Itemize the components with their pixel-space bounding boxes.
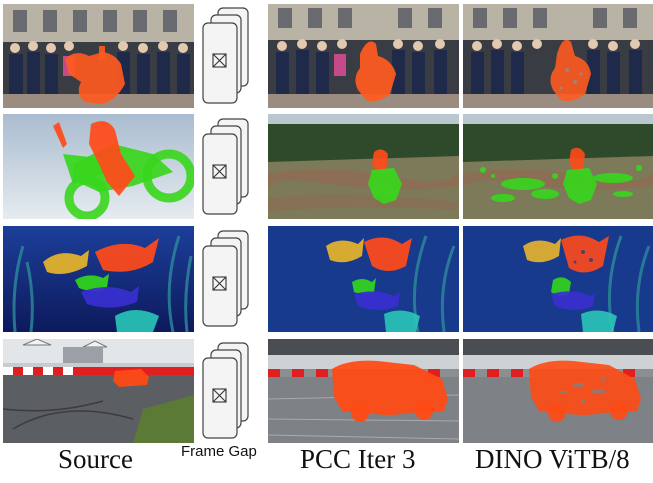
panel-row4-pcc bbox=[268, 339, 459, 443]
panel-row2-dino bbox=[463, 114, 653, 219]
column-label-frame-gap: Frame Gap bbox=[181, 443, 257, 460]
column-label-pcc: PCC Iter 3 bbox=[300, 444, 416, 474]
panel-row1-dino bbox=[463, 4, 653, 108]
frame-gap-stack-row4 bbox=[200, 341, 250, 441]
frame-gap-stack-row3 bbox=[200, 229, 250, 329]
panel-row4-dino bbox=[463, 339, 653, 443]
panel-row3-pcc bbox=[268, 226, 459, 332]
panel-row1-source bbox=[3, 4, 194, 108]
image-placeholder-icon bbox=[212, 388, 227, 403]
panel-row3-dino bbox=[463, 226, 653, 332]
panel-row2-pcc bbox=[268, 114, 459, 219]
column-label-dino: DINO ViTB/8 bbox=[475, 444, 630, 474]
image-placeholder-icon bbox=[212, 164, 227, 179]
panel-row4-source bbox=[3, 339, 194, 443]
image-placeholder-icon bbox=[212, 276, 227, 291]
frame-gap-stack-row2 bbox=[200, 117, 250, 217]
panel-row2-source bbox=[3, 114, 194, 219]
frame-gap-stack-row1 bbox=[200, 6, 250, 106]
panel-row3-source bbox=[3, 226, 194, 332]
image-placeholder-icon bbox=[212, 53, 227, 68]
column-label-source: Source bbox=[58, 444, 133, 474]
panel-row1-pcc bbox=[268, 4, 459, 108]
